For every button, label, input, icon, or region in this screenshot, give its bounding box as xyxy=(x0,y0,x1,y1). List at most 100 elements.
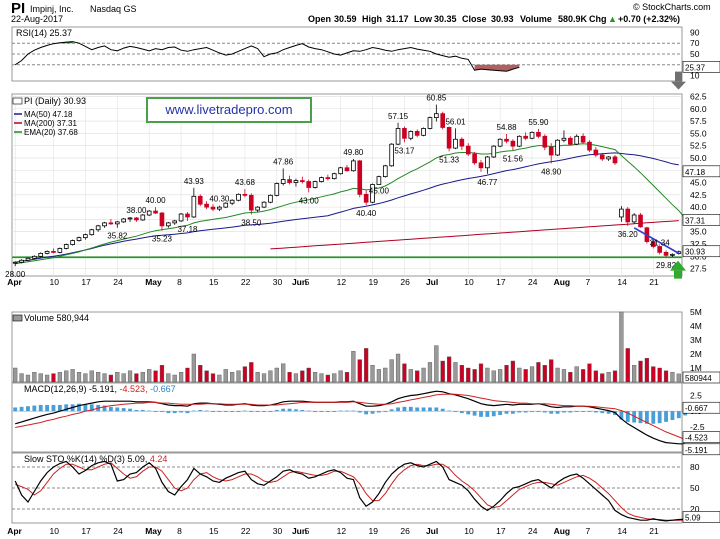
green-up-arrow-icon xyxy=(670,260,686,271)
candle-body xyxy=(280,179,286,184)
price-tick-label: 57.5 xyxy=(690,116,707,126)
candle-body xyxy=(204,203,209,208)
volume-bar xyxy=(676,373,681,383)
downtrend-line xyxy=(633,227,680,255)
sto-x-label: 14 xyxy=(617,526,627,536)
candle-body xyxy=(663,251,669,256)
macd-histogram-bar xyxy=(459,411,464,414)
price-x-label: 19 xyxy=(369,277,379,287)
website-link[interactable]: www.livetradepro.com xyxy=(164,102,292,117)
candle-body xyxy=(434,113,439,119)
volume-bar xyxy=(580,369,586,383)
sto-value-label: 5.09 xyxy=(685,513,701,522)
volume-bar xyxy=(83,373,88,383)
rsi-tick-label: 50 xyxy=(690,49,700,59)
volume-bar xyxy=(427,362,433,383)
candle-body xyxy=(491,145,497,158)
volume-tick-label: 5M xyxy=(690,307,702,317)
low-label: Low xyxy=(414,14,433,24)
volume-bar xyxy=(472,369,477,383)
candle-body xyxy=(389,143,394,167)
volume-bar xyxy=(478,363,484,383)
price-annotation: 38.50 xyxy=(241,219,262,228)
volume-bar xyxy=(491,370,496,383)
rsi-value-label: 25.37 xyxy=(685,63,706,72)
price-annotation: 35.23 xyxy=(152,235,173,244)
volume-bar xyxy=(663,370,669,383)
price-x-label: Apr xyxy=(7,277,22,287)
price-annotation: 46.77 xyxy=(477,178,498,187)
volume-bar xyxy=(70,369,75,383)
candle-body xyxy=(319,177,324,182)
macd-title: MACD(12,26,9) -5.191, -4.523, -0.667 xyxy=(24,384,176,394)
macd-histogram-bar xyxy=(651,411,656,424)
candle-body xyxy=(89,229,95,236)
macd-histogram-bar xyxy=(121,408,126,412)
price-right-label: 37.31 xyxy=(685,216,706,225)
volume-bar xyxy=(517,367,522,383)
volume-bar xyxy=(153,370,158,383)
candle-body xyxy=(268,194,273,203)
volume-bar xyxy=(338,370,343,383)
price-legend-swatch xyxy=(12,97,23,105)
volume-bar xyxy=(230,372,235,383)
macd-histogram-bar xyxy=(466,411,471,415)
candle-body xyxy=(446,127,452,149)
macd-histogram-bar xyxy=(542,411,547,413)
volume-bar xyxy=(96,372,101,383)
volume-bar xyxy=(504,365,509,383)
sto-tick-label: 50 xyxy=(690,483,700,493)
volume-bar xyxy=(312,372,318,383)
macd-histogram-bar xyxy=(249,411,254,413)
macd-histogram-bar xyxy=(657,411,662,424)
macd-histogram-bar xyxy=(332,411,337,413)
price-annotation: 51.33 xyxy=(439,155,460,164)
price-right-label-bg xyxy=(682,165,720,178)
macd-signal-label-bg xyxy=(682,431,720,443)
candle-body xyxy=(236,193,241,201)
candle-body xyxy=(166,222,171,227)
volume-bar xyxy=(172,374,177,383)
volume-bar xyxy=(159,365,165,383)
price-annotation: 51.56 xyxy=(503,154,524,163)
volume-bar xyxy=(249,362,254,383)
sto-x-label: Aug xyxy=(554,526,571,536)
candle-body xyxy=(185,213,190,218)
volume-bar xyxy=(64,370,69,383)
volume-tick-label: 3M xyxy=(690,335,702,345)
open-label: Open xyxy=(308,14,331,24)
candle-body xyxy=(338,167,343,175)
candle-body xyxy=(255,206,260,211)
volume-title: Volume 580,944 xyxy=(24,313,89,323)
volume-bar xyxy=(415,370,420,383)
candle-body xyxy=(459,138,465,147)
macd-histogram-bar xyxy=(421,407,426,412)
volume-bar xyxy=(485,367,490,383)
volume-bar xyxy=(268,370,273,383)
candle-body xyxy=(510,140,516,147)
volume-bar xyxy=(102,373,107,383)
candle-body xyxy=(217,206,222,210)
price-annotation: 36.20 xyxy=(618,230,639,239)
macd-histogram-bar xyxy=(676,411,681,419)
sto-k-line xyxy=(14,460,686,522)
volume-bar xyxy=(529,366,535,383)
volume-bar xyxy=(300,370,305,383)
price-right-label: 30.93 xyxy=(685,248,706,257)
candle-body xyxy=(504,138,509,142)
sto-value-label-bg xyxy=(682,511,720,523)
sto-x-label: 10 xyxy=(464,526,474,536)
volume-bar xyxy=(625,348,630,383)
legend-label: MA(200) 37.31 xyxy=(24,119,77,128)
ma200-line xyxy=(270,220,679,250)
macd-histogram-bar xyxy=(415,407,420,412)
ma50-line xyxy=(15,152,679,263)
volume-bar xyxy=(44,374,50,383)
volume-bar xyxy=(210,373,216,383)
price-annotation: 38.00 xyxy=(126,206,147,215)
candle-body xyxy=(274,183,280,196)
price-x-label: 21 xyxy=(649,277,659,287)
